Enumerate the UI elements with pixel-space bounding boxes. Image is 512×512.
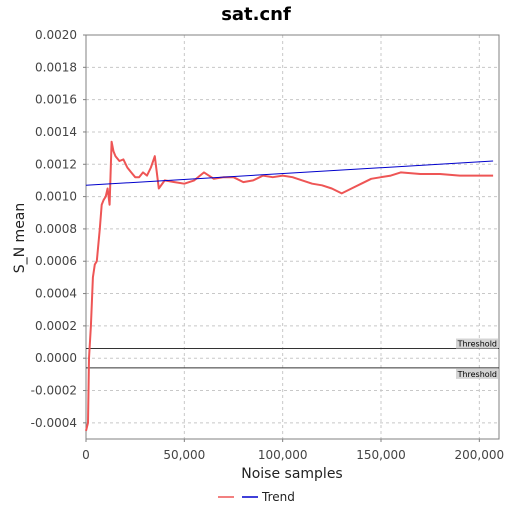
y-tick-label: 0.0010 <box>35 190 77 204</box>
threshold-label-box <box>456 368 498 379</box>
x-axis-ticks: 0 50,000 100,000 150,000 200,000 <box>82 439 504 462</box>
plot-area <box>85 34 500 440</box>
legend-label: Trend <box>261 490 295 504</box>
x-tick-label: 0 <box>82 448 90 462</box>
y-tick-label: 0.0002 <box>35 319 77 333</box>
series-line-noise <box>85 140 494 432</box>
y-tick-label: 0.0018 <box>35 60 77 74</box>
threshold-label: Threshold <box>457 340 497 349</box>
series <box>85 140 494 432</box>
y-tick-label: 0.0012 <box>35 157 77 171</box>
series-line-trend <box>85 160 494 186</box>
y-tick-label: 0.0006 <box>35 254 77 268</box>
x-tick-label: 200,000 <box>455 448 505 462</box>
x-axis-title: Noise samples <box>241 466 342 482</box>
y-tick-label: -0.0004 <box>31 416 77 430</box>
y-tick-label: 0.0020 <box>35 28 77 42</box>
x-tick-label: 50,000 <box>163 448 205 462</box>
y-axis-ticks: -0.0004 -0.0002 0.0000 0.0002 0.0004 0.0006 0.… <box>31 28 86 430</box>
y-tick-label: 0.0004 <box>35 287 77 301</box>
thresholds: Threshold Threshold <box>86 338 499 379</box>
y-tick-label: 0.0014 <box>35 125 77 139</box>
y-tick-label: 0.0016 <box>35 93 77 107</box>
legend: Trend <box>218 490 295 504</box>
x-tick-label: 100,000 <box>258 448 308 462</box>
y-tick-label: -0.0002 <box>31 384 77 398</box>
y-axis-title: S_N mean <box>12 203 28 274</box>
y-tick-label: 0.0008 <box>35 222 77 236</box>
grid-lines <box>85 34 499 439</box>
y-tick-label: 0.0000 <box>35 351 77 365</box>
threshold-label: Threshold <box>457 370 497 379</box>
chart-title: sat.cnf <box>221 4 291 25</box>
threshold-label-box <box>456 338 498 349</box>
x-tick-label: 150,000 <box>356 448 406 462</box>
